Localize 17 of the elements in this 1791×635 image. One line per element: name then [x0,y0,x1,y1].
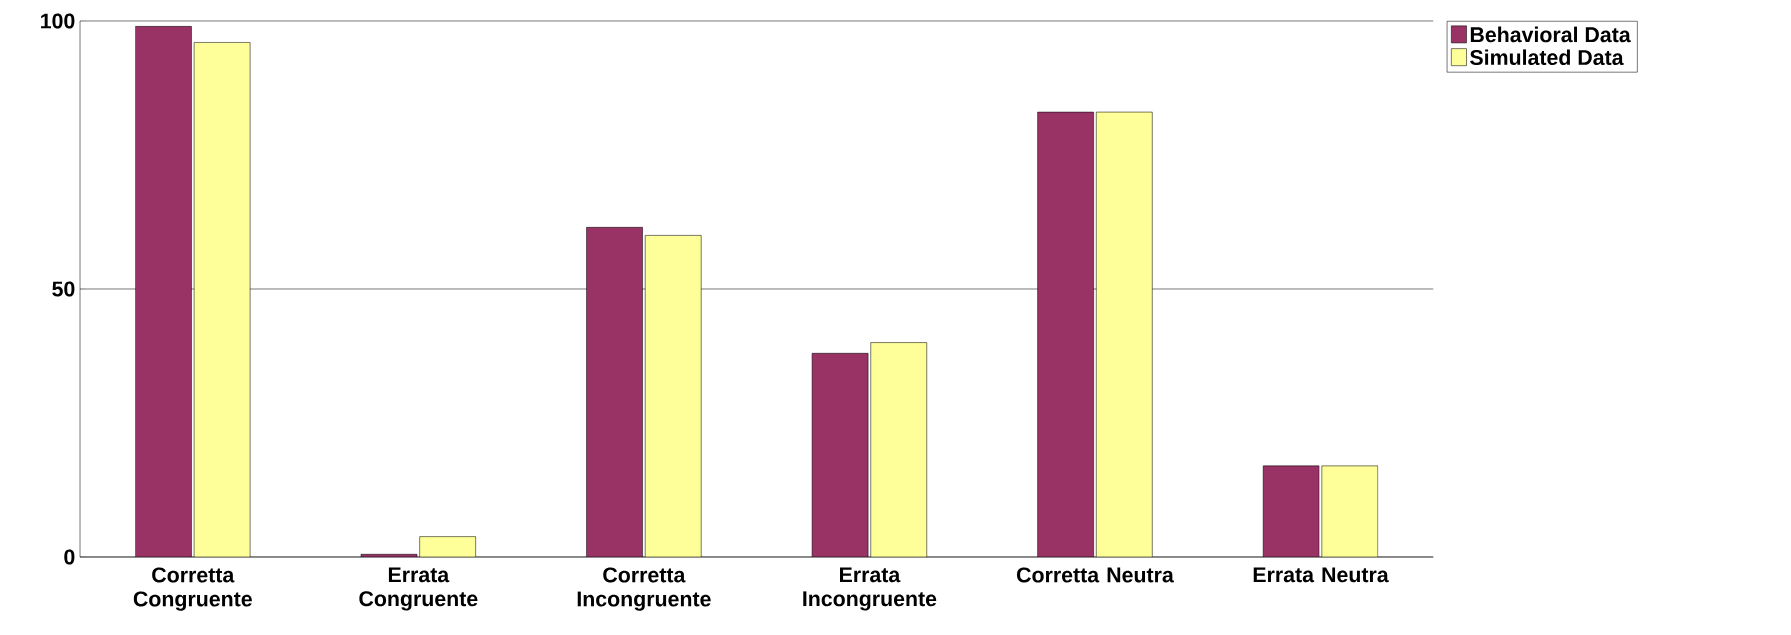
x-tick-label: Errata Congruente [359,567,478,611]
bar [870,342,927,557]
bar [419,536,476,557]
x-tick-label: Corretta Neutra [1017,567,1174,583]
bar [1096,112,1153,557]
bar [194,42,251,557]
x-tick-label: Errata Incongruente [803,567,937,611]
legend-label: Simulated Data [1470,49,1624,66]
x-tick-label: Corretta Congruente [133,567,252,611]
bar [1321,465,1379,557]
x-tick-label: Corretta Incongruente [577,567,711,611]
x-tick-label: Errata Neutra [1253,567,1389,583]
y-tick-label: 50 [52,281,75,297]
y-tick-label: 0 [64,549,75,565]
bar [645,235,702,557]
y-tick-label: 100 [41,13,75,29]
legend-label: Behavioral Data [1470,26,1631,43]
